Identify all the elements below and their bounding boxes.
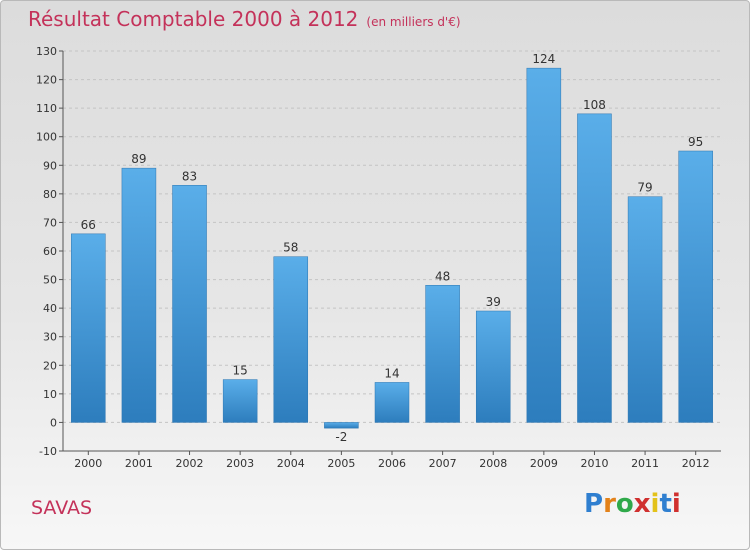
data-label-2000: 66 [81, 218, 96, 232]
y-tick-label: 100 [36, 131, 57, 144]
commune-name: SAVAS [31, 497, 93, 519]
y-tick-label: 70 [43, 216, 57, 229]
data-label-2004: 58 [283, 241, 298, 255]
bar-2004 [273, 256, 309, 423]
bar-2006 [374, 382, 410, 423]
y-tick-label: 80 [43, 188, 57, 201]
bar-2011 [627, 196, 663, 423]
data-label-2007: 48 [435, 269, 450, 283]
proxiti-logo: Proxiti [584, 489, 681, 519]
y-tick-label: 0 [50, 416, 57, 429]
x-tick-label-2001: 2001 [125, 457, 153, 470]
logo-letter: P [584, 489, 604, 519]
y-tick-label: 50 [43, 274, 57, 287]
x-tick-label-2005: 2005 [327, 457, 355, 470]
y-tick-label: 40 [43, 302, 57, 315]
data-label-2009: 124 [532, 52, 555, 66]
bar-layer [71, 67, 713, 429]
data-label-2005: -2 [335, 430, 347, 444]
y-tick-label: 130 [36, 45, 57, 58]
x-tick-label-2007: 2007 [429, 457, 457, 470]
bar-2001 [121, 167, 157, 423]
logo-letter: i [671, 489, 681, 519]
y-tick-label: 30 [43, 331, 57, 344]
label-layer: 66 89 83 15 58 -2 14 48 39 124 108 79 95 [81, 52, 704, 444]
x-tick-label-2000: 2000 [74, 457, 102, 470]
logo-letter: o [615, 489, 634, 519]
y-tick-label: -10 [39, 445, 57, 458]
x-tick-label-2008: 2008 [479, 457, 507, 470]
x-tick-label-2006: 2006 [378, 457, 406, 470]
x-tick-label-2009: 2009 [530, 457, 558, 470]
x-tick-label-2010: 2010 [580, 457, 608, 470]
data-label-2010: 108 [583, 98, 606, 112]
y-tick-label: 20 [43, 359, 57, 372]
bar-2010 [577, 113, 612, 423]
data-label-2006: 14 [384, 366, 399, 380]
y-tick-label: 110 [36, 102, 57, 115]
data-label-2003: 15 [233, 364, 248, 378]
data-label-2011: 79 [637, 181, 652, 195]
bar-2008 [475, 310, 511, 423]
bar-2002 [172, 185, 207, 423]
bar-2009 [526, 67, 562, 423]
logo-letter: i [650, 489, 660, 519]
data-label-2001: 89 [131, 152, 146, 166]
x-tick-label-2011: 2011 [631, 457, 659, 470]
bar-2012 [678, 150, 713, 423]
chart-title: Résultat Comptable 2000 à 2012 (en millie… [28, 7, 461, 31]
axis-layer: -10 0 10 20 30 40 50 60 70 80 90 100 110 120 130 2000 20… [36, 45, 721, 470]
data-label-2002: 83 [182, 169, 197, 183]
data-label-2012: 95 [688, 135, 703, 149]
x-tick-label-2012: 2012 [682, 457, 710, 470]
logo-letter: r [603, 489, 616, 519]
data-label-2008: 39 [486, 295, 501, 309]
logo-letter: x [633, 489, 651, 519]
y-tick-label: 60 [43, 245, 57, 258]
x-tick-label-2002: 2002 [176, 457, 204, 470]
x-tick-label-2004: 2004 [277, 457, 305, 470]
bar-2003 [222, 379, 258, 423]
y-tick-label: 90 [43, 159, 57, 172]
y-tick-label: 10 [43, 388, 57, 401]
x-tick-label-2003: 2003 [226, 457, 254, 470]
chart-title-text: Résultat Comptable 2000 à 2012 [28, 7, 359, 31]
chart-subtitle: (en milliers d'€) [366, 15, 461, 29]
bar-2005 [324, 422, 359, 429]
logo-letter: t [659, 489, 672, 519]
y-tick-label: 120 [36, 74, 57, 87]
bar-2000 [71, 233, 106, 423]
bar-2007 [425, 285, 460, 423]
